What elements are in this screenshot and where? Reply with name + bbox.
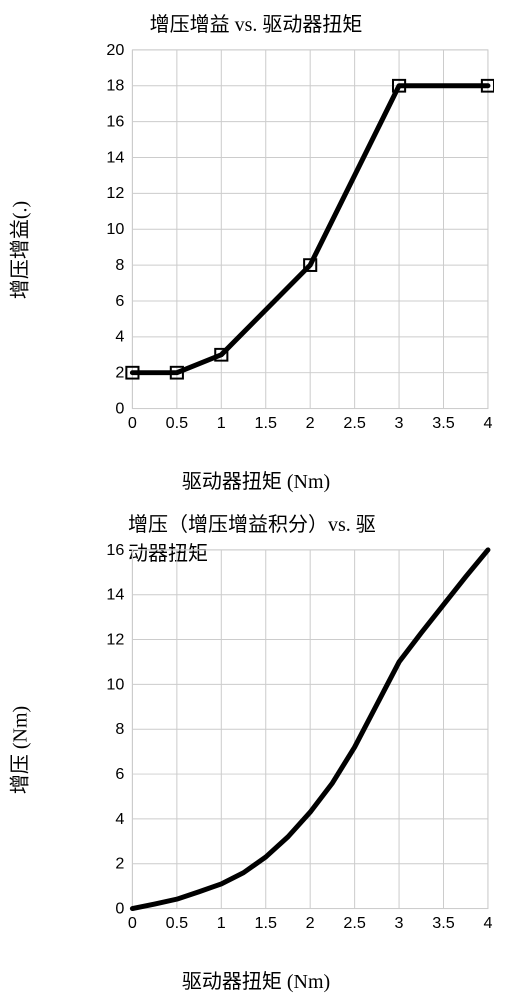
chart-ylabel: 增压 (Nm) <box>4 706 33 794</box>
svg-text:10: 10 <box>106 221 124 238</box>
svg-text:0.5: 0.5 <box>166 415 189 432</box>
svg-text:2.5: 2.5 <box>343 415 366 432</box>
svg-text:4: 4 <box>115 811 124 828</box>
chart-xlabel: 驱动器扭矩 (Nm) <box>182 465 330 494</box>
plot-area: 0 2 4 6 8 10 12 14 16 18 20 0 0.5 1 1.5 2 2.5 3 3.5 4 <box>90 44 494 436</box>
chart-panel-boost: 增压（增压增益积分）vs. 驱动器扭矩 增压 (Nm) 024681012141… <box>0 500 512 1000</box>
svg-text:0: 0 <box>128 915 137 932</box>
svg-text:1: 1 <box>217 415 226 432</box>
svg-text:2: 2 <box>115 856 124 873</box>
svg-text:8: 8 <box>115 721 124 738</box>
chart-panel-gain: 增压增益 vs. 驱动器扭矩 增压增益(.) 02468101214161820… <box>0 0 512 500</box>
svg-text:4: 4 <box>115 329 124 346</box>
svg-text:16: 16 <box>106 114 124 131</box>
svg-text:0.5: 0.5 <box>166 915 189 932</box>
svg-text:4: 4 <box>483 415 492 432</box>
svg-text:14: 14 <box>106 150 124 167</box>
svg-text:2: 2 <box>115 365 124 382</box>
svg-text:0: 0 <box>115 901 124 918</box>
svg-text:8: 8 <box>115 257 124 274</box>
svg-text:4: 4 <box>483 915 492 932</box>
svg-text:6: 6 <box>115 293 124 310</box>
svg-text:3: 3 <box>395 415 404 432</box>
svg-text:2.5: 2.5 <box>343 915 366 932</box>
svg-text:6: 6 <box>115 766 124 783</box>
svg-text:10: 10 <box>106 676 124 693</box>
svg-text:12: 12 <box>106 185 124 202</box>
svg-text:20: 20 <box>106 44 124 59</box>
svg-text:3.5: 3.5 <box>432 415 455 432</box>
chart-svg-gain: 0 2 4 6 8 10 12 14 16 18 20 0 0.5 1 1.5 2 2.5 3 3.5 4 <box>90 44 494 436</box>
svg-text:1.5: 1.5 <box>255 915 278 932</box>
chart-svg-boost: 0 2 4 6 8 10 12 14 16 0 0.5 1 1.5 2 2.5 3 3.5 4 <box>90 544 494 936</box>
plot-area: 0 2 4 6 8 10 12 14 16 0 0.5 1 1.5 2 2.5 3 3.5 4 <box>90 544 494 936</box>
svg-text:18: 18 <box>106 78 124 95</box>
svg-text:2: 2 <box>306 415 315 432</box>
svg-text:0: 0 <box>115 401 124 418</box>
svg-text:16: 16 <box>106 544 124 559</box>
chart-xlabel: 驱动器扭矩 (Nm) <box>182 965 330 994</box>
chart-ylabel: 增压增益(.) <box>4 201 33 299</box>
svg-text:0: 0 <box>128 415 137 432</box>
chart-title: 增压增益 vs. 驱动器扭矩 <box>150 8 363 37</box>
svg-text:12: 12 <box>106 632 124 649</box>
svg-text:3.5: 3.5 <box>432 915 455 932</box>
svg-text:1: 1 <box>217 915 226 932</box>
svg-text:3: 3 <box>395 915 404 932</box>
svg-text:2: 2 <box>306 915 315 932</box>
svg-text:14: 14 <box>106 587 124 604</box>
svg-text:1.5: 1.5 <box>255 415 278 432</box>
